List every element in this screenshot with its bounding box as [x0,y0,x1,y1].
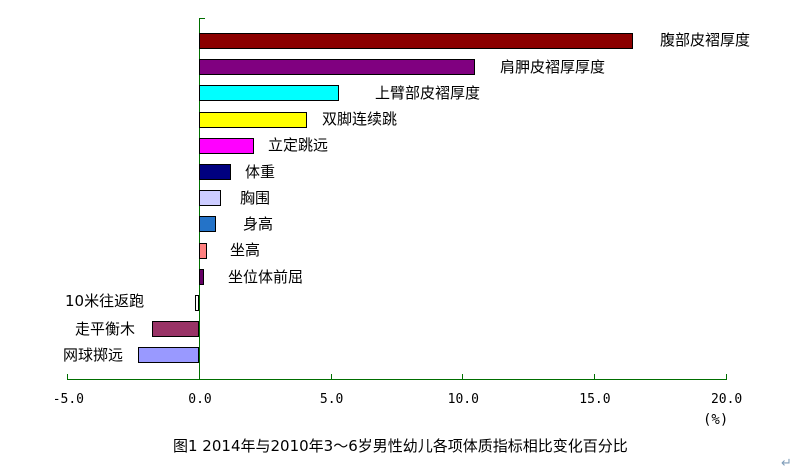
bar-3 [199,85,339,101]
bar-label: 腹部皮褶厚度 [660,31,751,49]
bar-9 [199,243,207,259]
x-axis-tick-label: 20.0 [710,392,743,407]
bar-label: 胸围 [240,189,271,207]
bar-label: 立定跳远 [268,136,329,154]
bar-label: 身高 [243,215,274,233]
bar-label: 10米往返跑 [65,292,145,310]
bar-label: 走平衡木 [75,320,136,338]
bar-1 [199,33,633,49]
bar-8 [199,216,216,232]
x-axis-tick [67,374,69,379]
bar-label: 网球掷远 [63,346,124,364]
zero-axis-top-tick [199,18,205,19]
x-axis-tick-label: 5.0 [319,392,344,407]
bar-2 [199,59,475,75]
bar-label: 体重 [245,163,276,181]
bar-12 [151,321,199,337]
x-axis-tick [593,374,595,379]
bar-4 [199,112,307,128]
x-axis-tick [725,374,727,379]
bar-label: 坐位体前屈 [228,268,304,286]
figure-caption: 图1 2014年与2010年3～6岁男性幼儿各项体质指标相比变化百分比 [173,437,628,455]
bar-label: 双脚连续跳 [322,110,398,128]
bar-7 [199,190,221,206]
bar-label: 上臂部皮褶厚度 [375,84,481,102]
x-axis-tick [330,374,332,379]
x-axis-unit-label: (%) [703,412,729,428]
bar-label: 坐高 [230,241,261,259]
x-axis-tick-label: 0.0 [188,392,212,407]
x-axis-line [67,379,727,380]
bar-5 [199,138,254,154]
bar-11 [195,295,200,311]
x-axis-tick [199,374,200,379]
paragraph-return-icon: ↵ [781,456,792,471]
bar-13 [138,347,200,363]
x-axis-tick-label: -5.0 [52,392,84,407]
x-axis-tick [462,374,464,379]
bar-6 [199,164,231,180]
x-axis-tick-label: 10.0 [447,392,479,407]
bar-10 [199,269,204,285]
bar-label: 肩胛皮褶厚厚度 [500,58,606,76]
x-axis-tick-label: 15.0 [579,392,611,407]
